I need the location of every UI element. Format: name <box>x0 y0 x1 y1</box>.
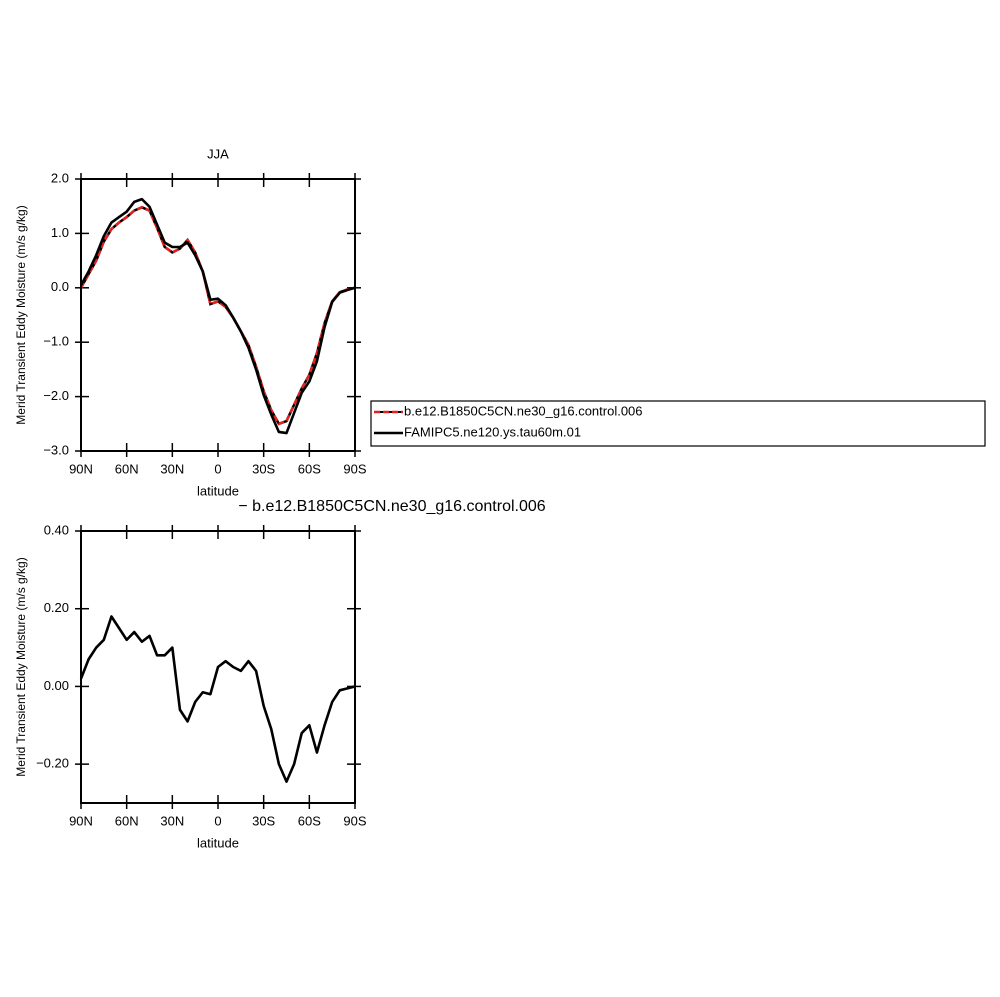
y-tick-label: −2.0 <box>43 388 69 403</box>
x-tick-label: 0 <box>214 461 221 476</box>
series-line <box>79 615 356 783</box>
x-tick-label: 90N <box>69 461 93 476</box>
y-tick-label: 0.20 <box>44 600 69 615</box>
y-tick-label: 2.0 <box>51 170 69 185</box>
y-tick-label: 1.0 <box>51 225 69 240</box>
x-axis-label: latitude <box>197 835 239 850</box>
y-tick-label: −0.20 <box>36 756 69 771</box>
x-tick-label: 90S <box>343 461 366 476</box>
y-tick-label: 0.40 <box>44 522 69 537</box>
legend-label: b.e12.B1850C5CN.ne30_g16.control.006 <box>404 403 643 418</box>
legend-box <box>370 400 986 447</box>
x-tick-label: 90N <box>69 813 93 828</box>
x-tick-label: 60S <box>298 461 321 476</box>
series-line <box>79 197 356 435</box>
x-tick-label: 30S <box>252 461 275 476</box>
x-tick-label: 0 <box>214 813 221 828</box>
x-axis-label: latitude <box>197 483 239 498</box>
chart-title: JJA <box>207 146 229 161</box>
series-line <box>79 205 356 426</box>
y-axis-label: Merid Transient Eddy Moisture (m/s g/kg) <box>14 557 28 776</box>
x-tick-label: 60N <box>115 461 139 476</box>
x-tick-label: 60N <box>115 813 139 828</box>
y-tick-label: 0.00 <box>44 678 69 693</box>
x-tick-label: 30N <box>160 813 184 828</box>
plot-frame <box>80 530 356 804</box>
y-tick-label: 0.0 <box>51 279 69 294</box>
y-tick-label: −1.0 <box>43 334 69 349</box>
y-axis-label: Merid Transient Eddy Moisture (m/s g/kg) <box>14 205 28 424</box>
x-tick-label: 30N <box>160 461 184 476</box>
x-tick-label: 60S <box>298 813 321 828</box>
chart-title: − b.e12.B1850C5CN.ne30_g16.control.006 <box>238 498 545 515</box>
plot-frame <box>80 178 356 452</box>
x-tick-label: 30S <box>252 813 275 828</box>
series-line-base <box>79 205 356 426</box>
y-tick-label: −3.0 <box>43 442 69 457</box>
legend-label: FAMIPC5.ne120.ys.tau60m.01 <box>404 424 581 439</box>
x-tick-label: 90S <box>343 813 366 828</box>
